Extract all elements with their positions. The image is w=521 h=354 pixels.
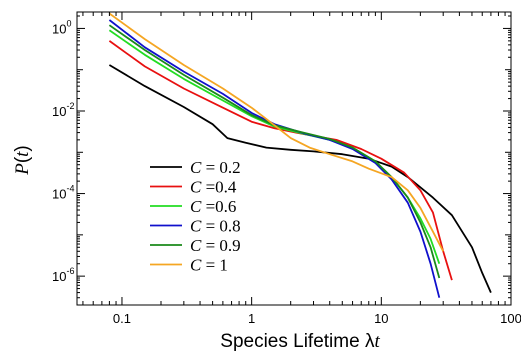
x-tick-labels: 0.1 1 10 100 — [113, 311, 521, 326]
x-axis-title: Species Lifetime λt — [220, 331, 380, 352]
y-tick-label: 10-4 — [52, 184, 74, 202]
y-axis-title: P(t) — [12, 145, 33, 176]
legend-label-5: C = 1 — [190, 256, 228, 275]
legend-label-4: C = 0.9 — [190, 236, 241, 255]
x-tick-label: 0.1 — [113, 311, 131, 326]
legend-label-1: C =0.4 — [190, 178, 237, 197]
legend-label-0: C = 0.2 — [190, 158, 241, 177]
x-tick-label: 10 — [374, 311, 388, 326]
series-curves — [108, 12, 492, 298]
x-tick-label: 1 — [248, 311, 255, 326]
series-line-5 — [108, 12, 444, 252]
y-tick-label: 10-6 — [52, 266, 74, 284]
legend-label-3: C = 0.8 — [190, 217, 241, 236]
series-line-2 — [108, 29, 441, 264]
series-line-3 — [108, 19, 441, 298]
x-tick-label: 100 — [500, 311, 521, 326]
y-axis-ticks — [77, 15, 511, 306]
legend: C = 0.2C =0.4C =0.6C = 0.8C = 0.9C = 1 — [150, 158, 241, 275]
y-tick-label: 100 — [52, 18, 71, 36]
y-tick-label: 10-2 — [52, 101, 74, 119]
series-line-4 — [108, 24, 441, 279]
y-tick-labels: 10-6 10-4 10-2 100 — [52, 18, 74, 284]
legend-label-2: C =0.6 — [190, 197, 236, 216]
x-axis-ticks — [82, 12, 512, 305]
